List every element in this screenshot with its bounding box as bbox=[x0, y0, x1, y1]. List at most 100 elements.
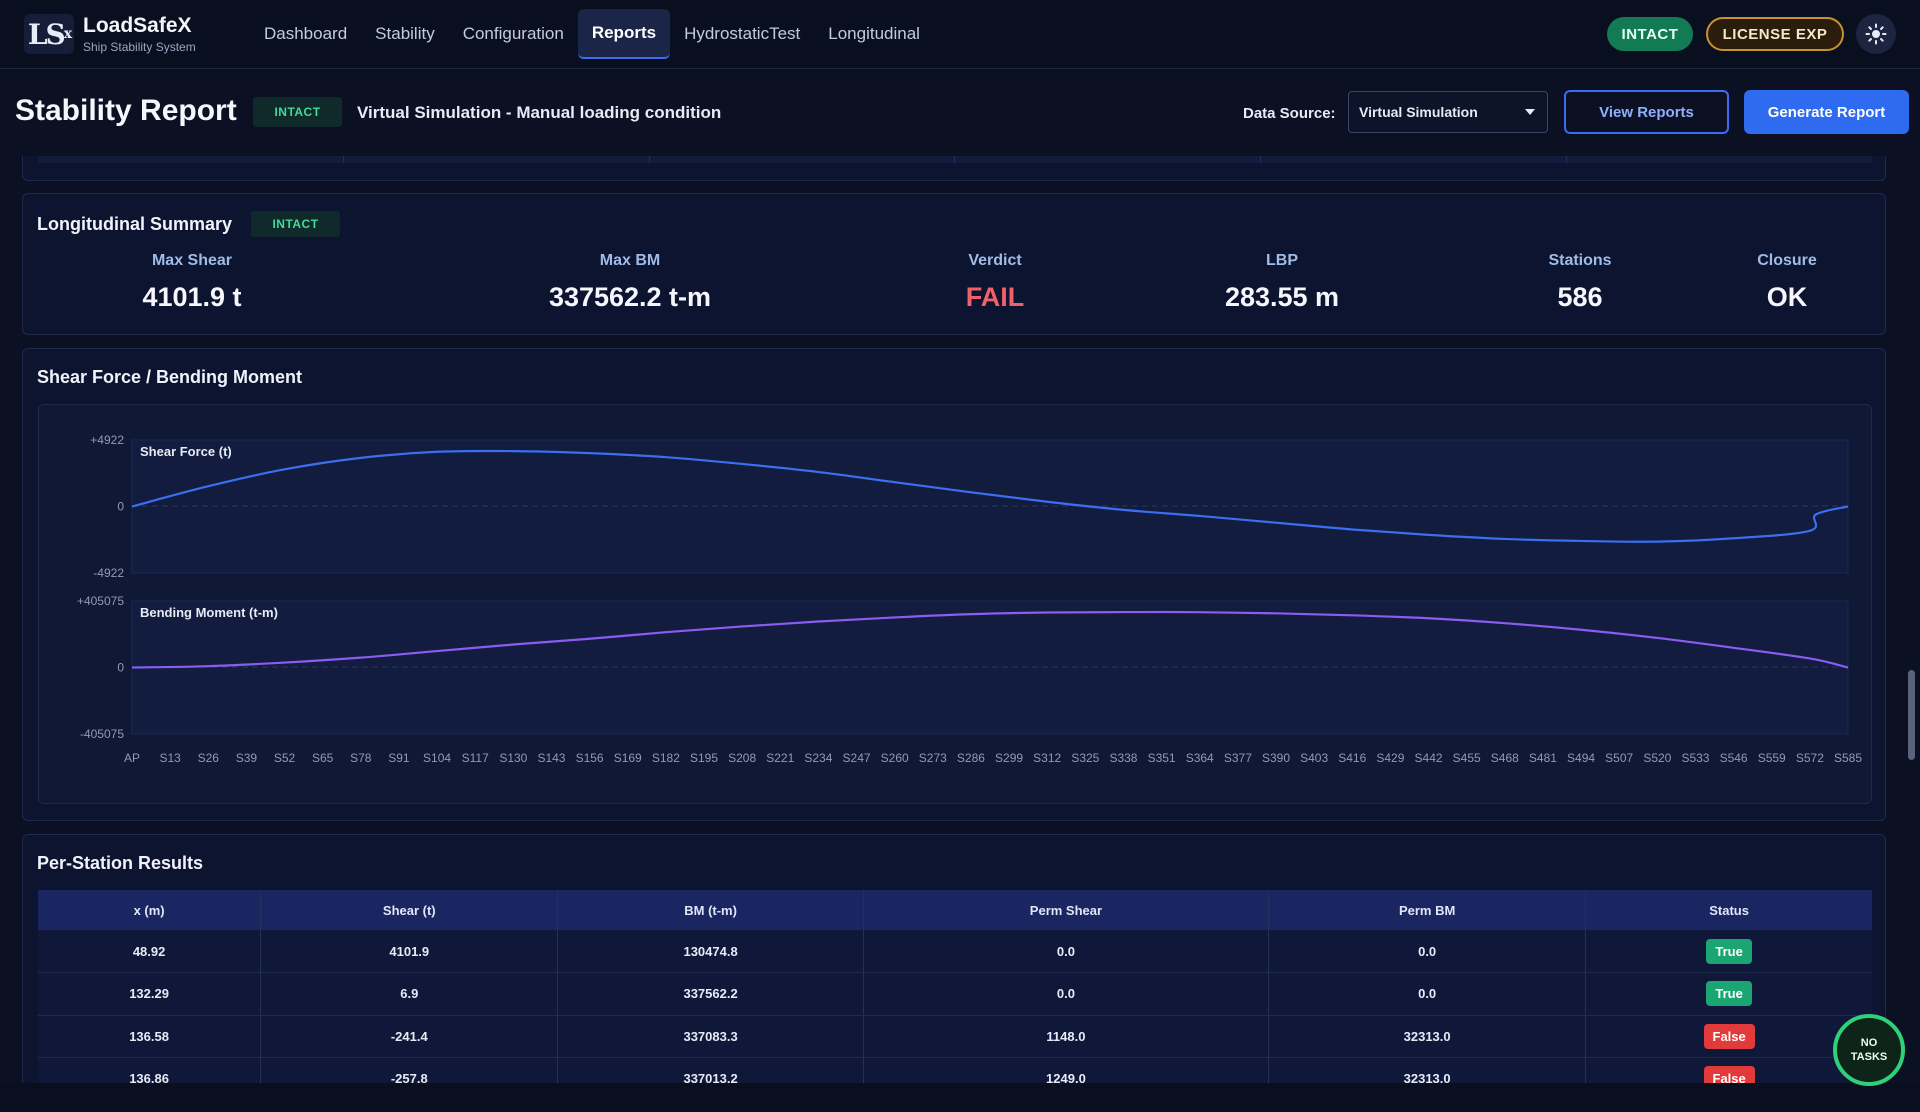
cell-perm-shear: 0.0 bbox=[863, 972, 1270, 1016]
generate-report-button[interactable]: Generate Report bbox=[1744, 90, 1909, 134]
theme-toggle-button[interactable] bbox=[1856, 14, 1896, 54]
column-header[interactable]: Shear (t) bbox=[260, 890, 559, 930]
metric-stations: Stations 586 bbox=[1548, 252, 1612, 312]
status-badge: True bbox=[1706, 938, 1752, 964]
summary-intact-badge: INTACT bbox=[251, 211, 340, 237]
x-tick-label: S26 bbox=[198, 751, 220, 765]
plot-area bbox=[131, 439, 1849, 574]
intact-status-badge[interactable]: INTACT bbox=[1607, 17, 1693, 51]
column-header[interactable]: Perm BM bbox=[1268, 890, 1587, 930]
x-tick-label: S455 bbox=[1453, 751, 1481, 765]
x-tick-label: S13 bbox=[159, 751, 181, 765]
series-title: Bending Moment (t-m) bbox=[140, 605, 278, 620]
x-tick-label: S156 bbox=[576, 751, 604, 765]
table-header-row: x (m) Shear (t) BM (t-m) Perm Shear Perm… bbox=[38, 890, 1872, 930]
no-tasks-indicator[interactable]: NO TASKS bbox=[1833, 1014, 1905, 1086]
cell-perm-bm: 0.0 bbox=[1268, 930, 1587, 973]
metric-lbp: LBP 283.55 m bbox=[1224, 252, 1340, 312]
cell-x: 48.92 bbox=[38, 930, 262, 973]
cell-bm: 130474.8 bbox=[557, 930, 864, 973]
series-title: Shear Force (t) bbox=[140, 444, 232, 459]
x-tick-label: S143 bbox=[537, 751, 565, 765]
app-logo[interactable]: LS x bbox=[24, 14, 74, 54]
x-tick-label: S234 bbox=[804, 751, 832, 765]
data-source-label: Data Source: bbox=[1243, 105, 1336, 122]
x-tick-label: S117 bbox=[462, 751, 489, 765]
x-tick-label: S325 bbox=[1071, 751, 1099, 765]
data-source-value: Virtual Simulation bbox=[1359, 104, 1478, 120]
column-header[interactable]: Perm Shear bbox=[863, 890, 1270, 930]
shear-bm-chart[interactable]: +4922 0 -4922 Shear Force (t) +405075 0 -40507… bbox=[39, 405, 1873, 805]
x-tick-label: S299 bbox=[995, 751, 1023, 765]
x-tick-label: S507 bbox=[1605, 751, 1633, 765]
y-tick-label: +405075 bbox=[77, 594, 124, 608]
brand: LoadSafeX Ship Stability System bbox=[83, 14, 196, 54]
x-tick-label: S195 bbox=[690, 751, 718, 765]
x-tick-label: S364 bbox=[1186, 751, 1214, 765]
cell-status: False bbox=[1585, 1015, 1872, 1058]
nav-reports[interactable]: Reports bbox=[577, 9, 671, 59]
nav-stability[interactable]: Stability bbox=[375, 24, 435, 43]
shear-force-line bbox=[131, 449, 1849, 543]
nav-configuration[interactable]: Configuration bbox=[462, 24, 564, 43]
cell-perm-shear: 0.0 bbox=[863, 930, 1270, 973]
license-status-badge[interactable]: LICENSE EXP bbox=[1706, 17, 1844, 51]
table-row[interactable]: 132.29 6.9 337562.2 0.0 0.0 True bbox=[38, 972, 1872, 1016]
x-tick-label: S572 bbox=[1796, 751, 1824, 765]
x-tick-label: S377 bbox=[1224, 751, 1252, 765]
y-tick-label: +4922 bbox=[90, 433, 124, 447]
plot-area bbox=[131, 600, 1849, 735]
cell-x: 132.29 bbox=[38, 972, 262, 1016]
app-subtitle: Ship Stability System bbox=[83, 40, 196, 54]
x-tick-label: S260 bbox=[881, 751, 909, 765]
app-name: LoadSafeX bbox=[83, 14, 192, 37]
page-scrollbar[interactable] bbox=[1908, 670, 1915, 760]
view-reports-button[interactable]: View Reports bbox=[1564, 90, 1729, 134]
cell-perm-bm: 0.0 bbox=[1268, 972, 1587, 1016]
x-tick-label: S286 bbox=[957, 751, 985, 765]
column-header[interactable]: Status bbox=[1585, 890, 1872, 930]
x-tick-label: S429 bbox=[1376, 751, 1404, 765]
x-tick-label: S442 bbox=[1415, 751, 1443, 765]
x-tick-label: S182 bbox=[652, 751, 680, 765]
metric-max-shear: Max Shear 4101.9 t bbox=[142, 252, 242, 312]
sun-icon bbox=[1865, 23, 1887, 45]
x-tick-label: S481 bbox=[1529, 751, 1557, 765]
longitudinal-summary-card: Longitudinal Summary INTACT Max Shear 41… bbox=[22, 193, 1886, 335]
shear-bm-chart-card: Shear Force / Bending Moment +4922 0 -4922… bbox=[22, 348, 1886, 821]
y-tick-label: -4922 bbox=[93, 566, 124, 580]
x-tick-label: S559 bbox=[1758, 751, 1786, 765]
x-tick-label: S221 bbox=[766, 751, 794, 765]
results-title: Per-Station Results bbox=[37, 853, 204, 873]
table-row[interactable]: 48.92 4101.9 130474.8 0.0 0.0 True bbox=[38, 930, 1872, 973]
x-tick-label: S130 bbox=[499, 751, 527, 765]
metric-max-bm: Max BM 337562.2 t-m bbox=[548, 252, 712, 312]
column-header[interactable]: x (m) bbox=[38, 890, 262, 930]
x-tick-label: S208 bbox=[728, 751, 756, 765]
cell-status: True bbox=[1585, 930, 1872, 973]
nav-hydrostatictest[interactable]: HydrostaticTest bbox=[684, 24, 801, 43]
nav-menu: Dashboard Stability Configuration Report… bbox=[250, 9, 934, 59]
x-tick-label: S169 bbox=[614, 751, 642, 765]
cell-shear: 6.9 bbox=[260, 972, 559, 1016]
x-tick-label: S91 bbox=[388, 751, 410, 765]
status-badge: True bbox=[1706, 981, 1752, 1007]
nav-dashboard[interactable]: Dashboard bbox=[264, 24, 348, 43]
x-tick-label: S403 bbox=[1300, 751, 1328, 765]
y-tick-label: -405075 bbox=[80, 727, 124, 741]
x-tick-label: S390 bbox=[1262, 751, 1290, 765]
top-nav: LS x LoadSafeX Ship Stability System Dash… bbox=[0, 0, 1920, 69]
column-header[interactable]: BM (t-m) bbox=[557, 890, 864, 930]
cell-x: 136.58 bbox=[38, 1015, 262, 1058]
header-intact-badge: INTACT bbox=[253, 97, 342, 127]
x-tick-label: S351 bbox=[1148, 751, 1176, 765]
nav-longitudinal[interactable]: Longitudinal bbox=[828, 24, 920, 43]
x-tick-label: S247 bbox=[843, 751, 871, 765]
x-tick-label: S585 bbox=[1834, 751, 1862, 765]
y-tick-label: 0 bbox=[117, 500, 124, 514]
data-source-select[interactable]: Virtual Simulation bbox=[1348, 91, 1548, 133]
x-tick-label: S312 bbox=[1033, 751, 1061, 765]
x-tick-label: S52 bbox=[274, 751, 296, 765]
cell-bm: 337562.2 bbox=[557, 972, 864, 1016]
table-row[interactable]: 136.58 -241.4 337083.3 1148.0 32313.0 Fa… bbox=[38, 1015, 1872, 1058]
